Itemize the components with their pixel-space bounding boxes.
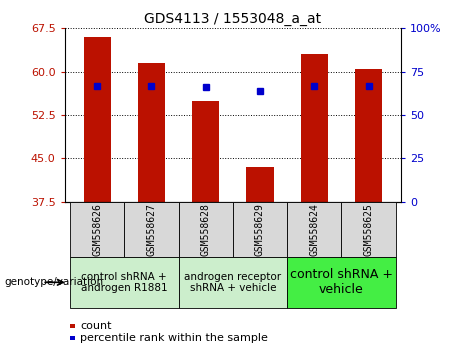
Text: GSM558629: GSM558629 (255, 203, 265, 256)
Text: GSM558625: GSM558625 (364, 203, 373, 256)
Text: GSM558628: GSM558628 (201, 203, 211, 256)
Text: GSM558624: GSM558624 (309, 203, 319, 256)
Bar (192, 101, 219, 202)
Bar (246, 167, 273, 202)
Bar (355, 69, 382, 202)
Text: control shRNA +
vehicle: control shRNA + vehicle (290, 268, 393, 296)
Text: GSM558626: GSM558626 (92, 203, 102, 256)
Text: percentile rank within the sample: percentile rank within the sample (80, 333, 268, 343)
Bar (138, 63, 165, 202)
Text: androgen receptor
shRNA + vehicle: androgen receptor shRNA + vehicle (184, 272, 281, 293)
Text: GSM558627: GSM558627 (147, 203, 156, 256)
Bar (301, 55, 328, 202)
Text: control shRNA +
androgen R1881: control shRNA + androgen R1881 (81, 272, 167, 293)
Text: genotype/variation: genotype/variation (5, 277, 104, 287)
Text: count: count (80, 321, 112, 331)
Title: GDS4113 / 1553048_a_at: GDS4113 / 1553048_a_at (144, 12, 321, 26)
Bar (83, 37, 111, 202)
